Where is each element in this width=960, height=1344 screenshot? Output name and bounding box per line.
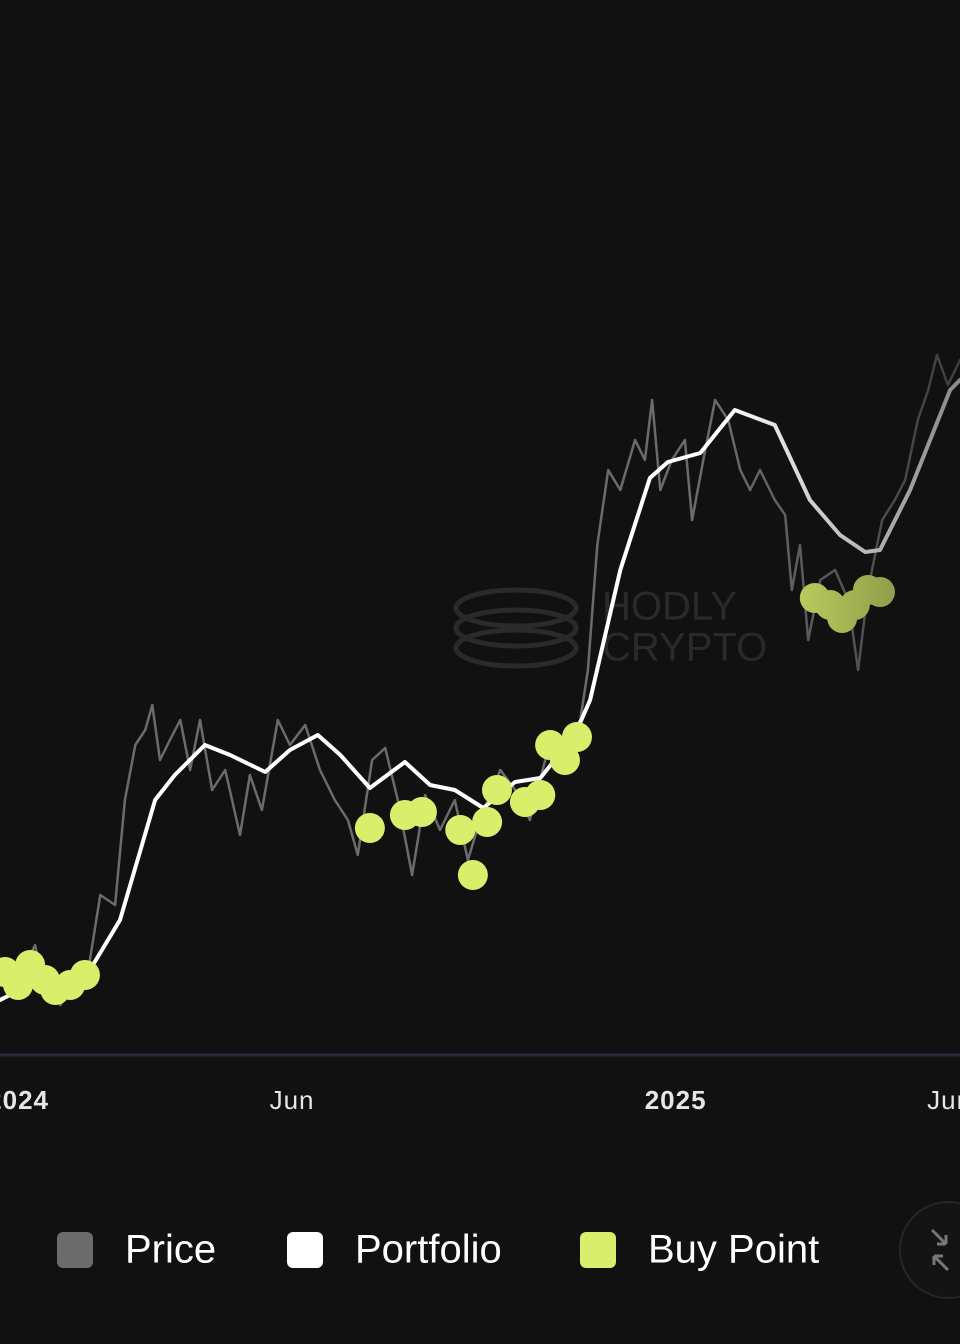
buy-point (354, 812, 385, 843)
x-tick-label: Jun (927, 1085, 960, 1115)
x-tick-label: 2025 (645, 1085, 707, 1115)
buy-point (561, 721, 592, 752)
watermark-coin (453, 627, 579, 669)
buy-point (549, 745, 580, 776)
watermark-text: HODLY (602, 585, 737, 629)
buy-point (525, 779, 556, 810)
x-tick-label: Jun (270, 1085, 315, 1115)
watermark-coin (453, 607, 579, 649)
legend-label: Portfolio (355, 1228, 502, 1272)
buy-point (481, 774, 512, 805)
x-tick-label: 2024 (0, 1085, 49, 1115)
buy-point (457, 860, 488, 891)
legend: Price Portfolio Buy Point (57, 1228, 819, 1272)
buy-point (69, 959, 100, 990)
fade-overlay (720, 300, 960, 1060)
legend-label: Price (125, 1228, 216, 1272)
x-axis: 2024 Jun 2025 Jun (0, 1085, 960, 1115)
expand-button-circle[interactable] (899, 1201, 960, 1299)
legend-swatch (287, 1232, 323, 1268)
legend-swatch (580, 1232, 616, 1268)
expand-icon (930, 1228, 950, 1272)
buy-point (472, 807, 503, 838)
buy-point (445, 815, 476, 846)
legend-swatch (57, 1232, 93, 1268)
expand-button[interactable] (899, 1201, 960, 1299)
buy-point (406, 796, 437, 827)
legend-label: Buy Point (648, 1228, 819, 1272)
watermark-coin (453, 587, 579, 629)
